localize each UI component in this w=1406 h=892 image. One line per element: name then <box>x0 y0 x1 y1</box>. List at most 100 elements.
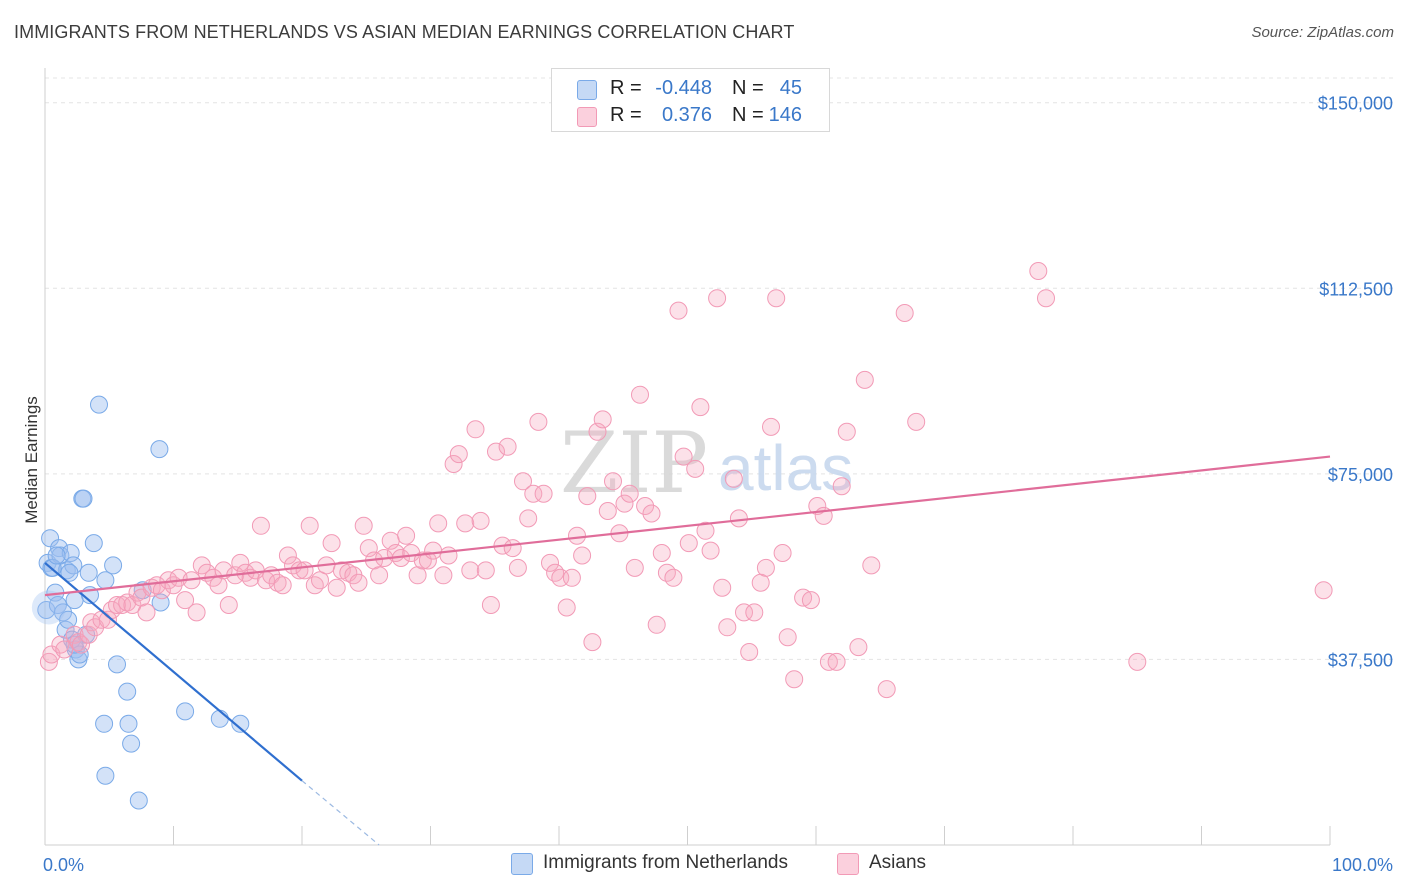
point-asians <box>778 628 797 647</box>
point-asians <box>349 573 368 592</box>
point-asians <box>508 558 527 577</box>
point-asians <box>487 442 505 461</box>
point-netherlands <box>41 529 60 548</box>
stats-legend: R = -0.448 N = 45 R = 0.376 N = 146 <box>551 68 830 132</box>
point-asians <box>598 502 617 520</box>
point-asians <box>557 598 576 617</box>
point-asians <box>862 556 881 575</box>
point-netherlands <box>60 563 79 582</box>
point-asians <box>1128 652 1147 671</box>
point-asians <box>219 596 238 614</box>
point-asians <box>745 603 764 622</box>
point-asians <box>327 578 346 597</box>
point-asians <box>514 472 532 491</box>
point-asians <box>686 459 705 478</box>
point-netherlands <box>231 714 250 733</box>
point-asians <box>305 576 324 595</box>
watermark-atlas: atlas <box>718 432 853 504</box>
y-tick-label: $37,500 <box>1328 650 1393 670</box>
trend-line-netherlands-extension <box>301 780 380 846</box>
point-asians <box>541 553 559 572</box>
x-tick-label: 0.0% <box>43 855 84 875</box>
point-asians <box>466 420 485 439</box>
point-asians <box>801 591 820 610</box>
point-asians <box>642 504 661 523</box>
point-netherlands <box>210 709 229 728</box>
point-asians <box>69 633 88 652</box>
x-tick-label: 100.0% <box>1332 855 1393 875</box>
point-asians <box>498 437 517 456</box>
point-asians <box>740 643 759 661</box>
legend-label-netherlands: Immigrants from Netherlands <box>543 852 788 873</box>
point-asians <box>397 526 416 545</box>
point-asians <box>300 516 319 535</box>
point-netherlands <box>118 682 137 701</box>
point-netherlands <box>59 610 78 629</box>
point-netherlands <box>176 702 195 721</box>
trend-lines <box>44 455 1331 846</box>
point-asians <box>524 484 543 503</box>
point-asians <box>652 544 671 562</box>
point-asians <box>137 603 156 622</box>
watermark: ZIP atlas <box>560 414 853 512</box>
point-asians <box>322 534 341 553</box>
point-asians <box>481 596 500 614</box>
point-asians <box>456 514 475 533</box>
point-asians <box>855 370 874 389</box>
point-asians <box>311 571 329 590</box>
point-asians <box>625 558 644 577</box>
point-netherlands <box>129 791 148 810</box>
point-asians <box>679 534 698 553</box>
point-asians <box>647 615 666 634</box>
watermark-zip: ZIP <box>560 414 708 512</box>
point-netherlands <box>96 571 115 590</box>
legend-swatch-asians <box>837 853 859 875</box>
point-asians <box>907 412 926 431</box>
point-asians <box>762 417 780 436</box>
y-tick-label: $75,000 <box>1328 465 1393 485</box>
point-asians <box>636 497 655 515</box>
point-asians <box>849 638 868 657</box>
point-asians <box>729 509 748 528</box>
point-asians <box>546 563 565 582</box>
trend-line-asians <box>44 455 1331 597</box>
legend-label-asians: Asians <box>869 852 927 873</box>
point-netherlands-cluster <box>31 590 66 625</box>
point-asians <box>568 526 586 545</box>
point-asians <box>434 566 453 585</box>
point-asians <box>424 541 443 560</box>
point-asians <box>718 618 737 637</box>
point-asians <box>724 469 743 488</box>
point-asians <box>691 398 710 417</box>
point-asians <box>696 521 715 540</box>
point-netherlands <box>90 395 108 414</box>
point-netherlands <box>150 440 169 459</box>
point-asians <box>713 578 732 597</box>
point-asians <box>187 603 206 622</box>
legend-r-label: R = <box>610 77 642 99</box>
point-asians <box>701 541 720 560</box>
point-asians <box>604 472 622 491</box>
legend-swatch-netherlands <box>577 80 597 100</box>
legend-r-value: -0.448 <box>655 77 712 99</box>
point-asians <box>268 573 287 592</box>
point-asians <box>708 289 727 308</box>
point-asians <box>773 544 792 562</box>
point-netherlands <box>74 489 93 508</box>
point-asians <box>832 477 851 496</box>
point-asians <box>578 487 597 506</box>
point-asians <box>55 640 74 659</box>
point-asians <box>631 385 649 404</box>
legend-row-asians: R = 0.376 N = 146 <box>552 101 829 129</box>
legend-n-label: N = <box>732 77 764 99</box>
point-asians <box>767 289 786 308</box>
point-asians <box>449 445 468 464</box>
point-asians <box>877 680 896 699</box>
point-netherlands <box>119 714 138 733</box>
point-asians <box>1037 289 1055 308</box>
point-asians <box>273 576 292 595</box>
legend-row-netherlands: R = -0.448 N = 45 <box>552 74 829 102</box>
point-asians <box>429 514 448 533</box>
source-label: Source: ZipAtlas.com <box>1251 24 1394 41</box>
point-asians <box>503 539 522 558</box>
